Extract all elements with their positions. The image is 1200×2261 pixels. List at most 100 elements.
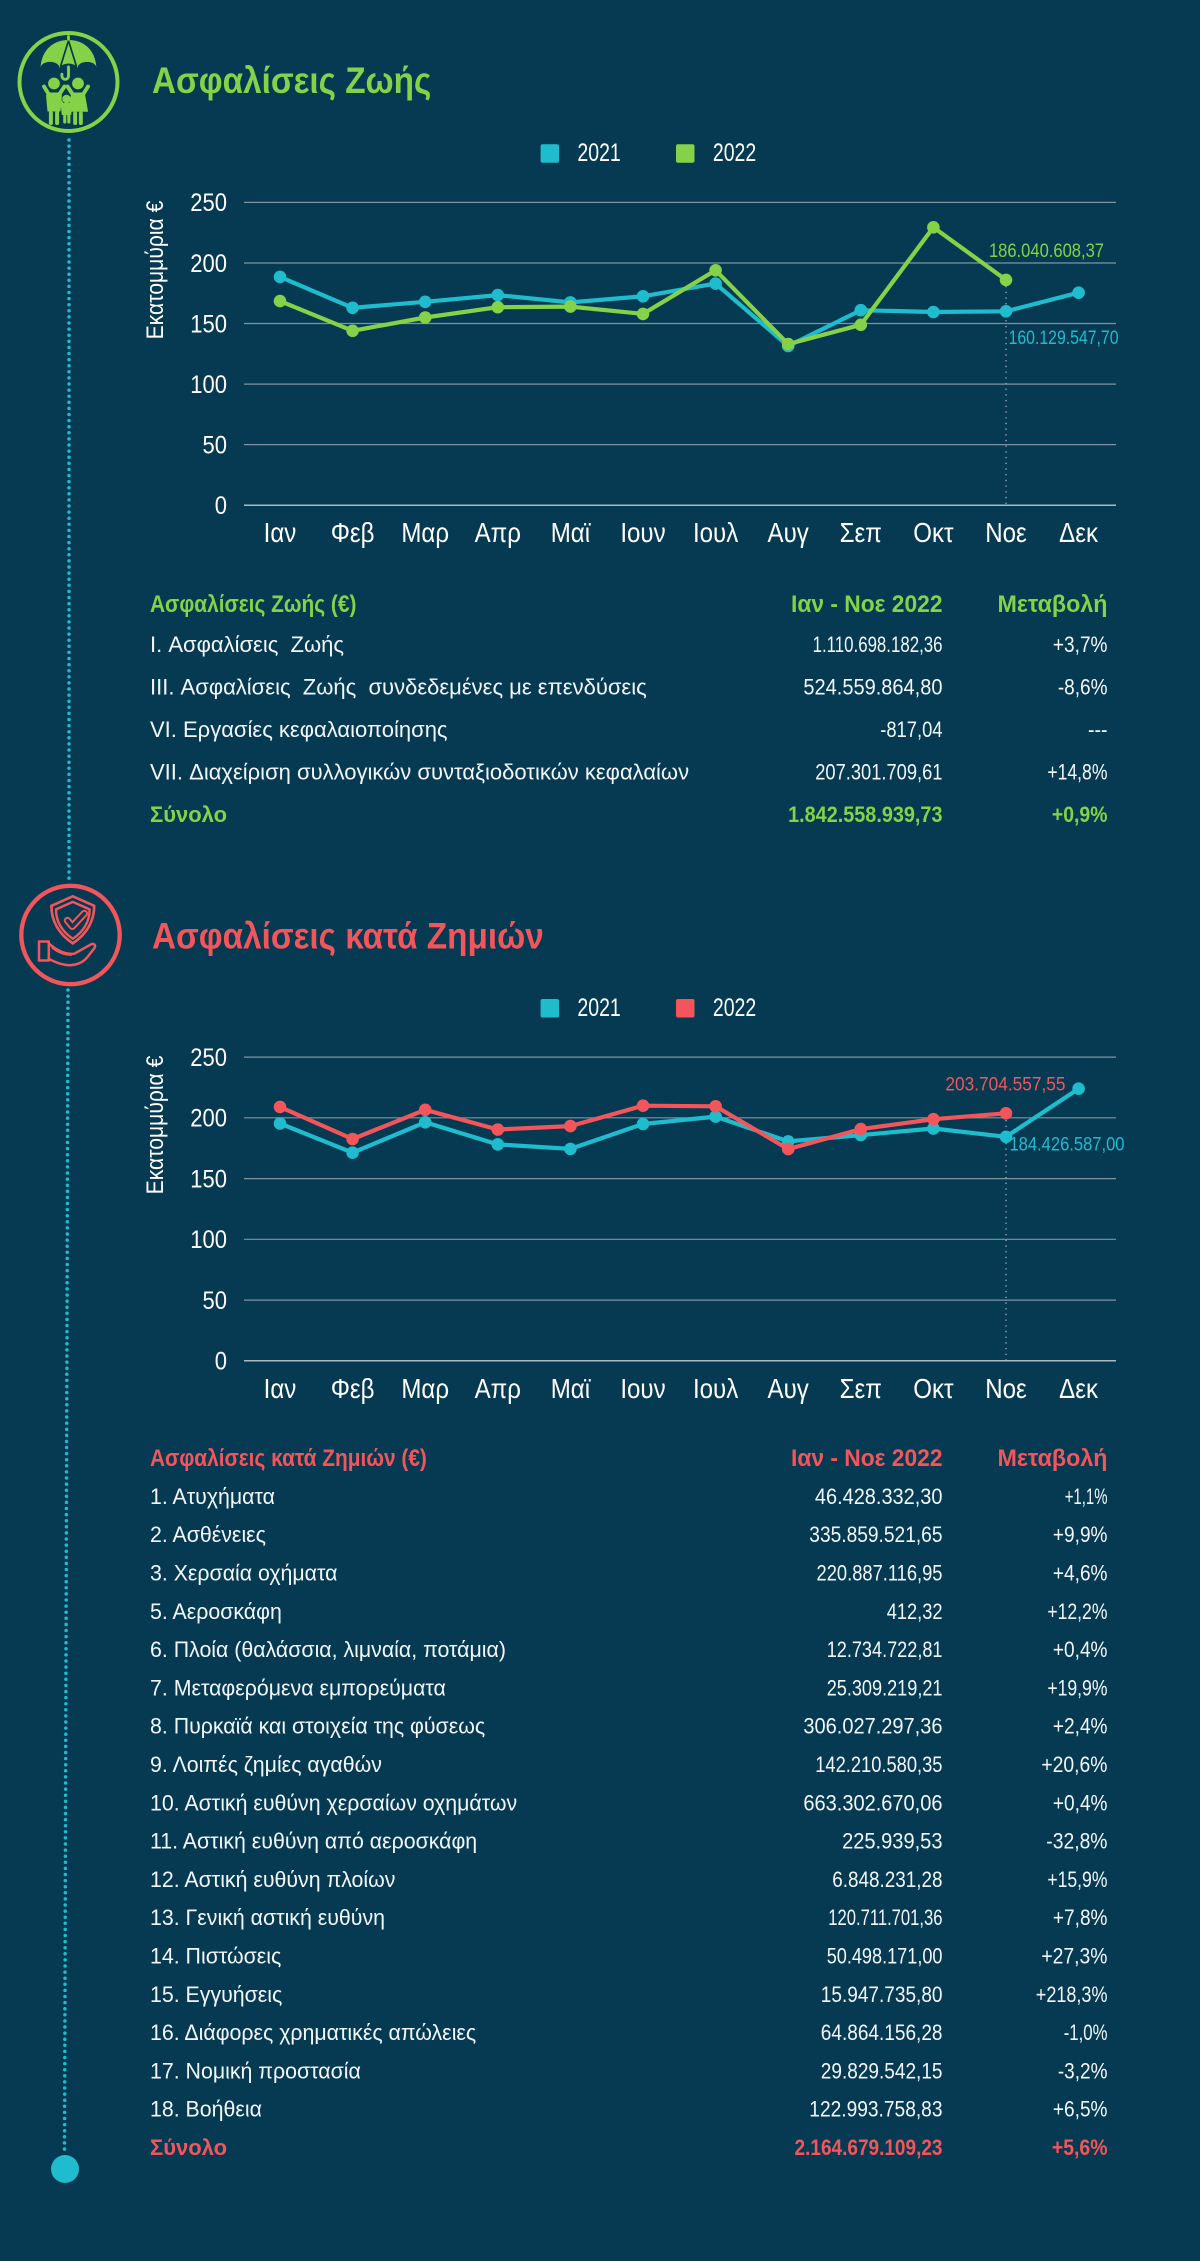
svg-text:6.848.231,28: 6.848.231,28 [832,1868,942,1893]
svg-text:2.164.679.109,23: 2.164.679.109,23 [795,2136,943,2161]
svg-text:Ασφαλίσεις Ζωής (€): Ασφαλίσεις Ζωής (€) [150,591,356,618]
svg-text:Ασφαλίσεις κατά Ζημιών: Ασφαλίσεις κατά Ζημιών [152,916,544,957]
svg-text:Φεβ: Φεβ [331,516,375,548]
svg-text:+14,8%: +14,8% [1047,761,1107,785]
svg-text:+1,1%: +1,1% [1065,1484,1108,1509]
svg-text:+12,2%: +12,2% [1047,1600,1107,1624]
svg-text:0: 0 [215,492,227,520]
svg-text:VI. Εργασίες κεφαλαιοποίησης: VI. Εργασίες κεφαλαιοποίησης [150,717,448,742]
svg-text:14. Πιστώσεις: 14. Πιστώσεις [150,1943,281,1968]
svg-text:Εκατομμύρια €: Εκατομμύρια € [142,200,169,339]
svg-text:186.040.608,37: 186.040.608,37 [989,240,1104,261]
svg-text:207.301.709,61: 207.301.709,61 [815,761,942,785]
svg-text:Ιαν: Ιαν [264,516,297,548]
svg-text:Σύνολο: Σύνολο [150,2135,227,2160]
svg-text:Ιουλ: Ιουλ [693,1372,738,1404]
svg-text:11. Αστική ευθύνη από αεροσκάφ: 11. Αστική ευθύνη από αεροσκάφη [150,1828,477,1853]
svg-text:29.829.542,15: 29.829.542,15 [821,2059,943,2084]
svg-text:150: 150 [190,310,227,338]
svg-text:160.129.547,70: 160.129.547,70 [1009,327,1119,349]
svg-text:1.842.558.939,73: 1.842.558.939,73 [788,803,942,827]
svg-text:+2,4%: +2,4% [1053,1714,1108,1739]
svg-text:Μεταβολή: Μεταβολή [997,1445,1107,1471]
svg-text:6. Πλοία (θαλάσσια, λιμναία, π: 6. Πλοία (θαλάσσια, λιμναία, ποτάμια) [150,1637,506,1662]
svg-text:+3,7%: +3,7% [1053,633,1108,658]
svg-text:122.993.758,83: 122.993.758,83 [809,2098,942,2123]
svg-text:-817,04: -817,04 [880,719,942,743]
svg-text:+0,4%: +0,4% [1053,1791,1108,1816]
svg-text:+27,3%: +27,3% [1041,1944,1107,1968]
svg-text:Εκατομμύρια €: Εκατομμύρια € [142,1055,169,1194]
svg-text:Μεταβολή: Μεταβολή [997,592,1107,618]
svg-text:Οκτ: Οκτ [913,1372,954,1404]
svg-text:Δεκ: Δεκ [1059,1372,1099,1404]
svg-text:412,32: 412,32 [887,1600,943,1624]
svg-text:Μαϊ: Μαϊ [551,1372,591,1404]
svg-text:Νοε: Νοε [985,516,1027,548]
svg-text:2022: 2022 [713,994,756,1022]
svg-text:64.864.156,28: 64.864.156,28 [821,2021,943,2046]
svg-text:0: 0 [215,1347,227,1375]
svg-text:Φεβ: Φεβ [331,1372,375,1404]
svg-text:200: 200 [190,1104,227,1132]
svg-text:I. Ασφαλίσεις Ζωής: I. Ασφαλίσεις Ζωής [150,632,344,657]
svg-text:-1,0%: -1,0% [1064,2021,1108,2046]
svg-text:2022: 2022 [713,139,756,167]
svg-text:Ιουν: Ιουν [620,516,665,548]
svg-text:Οκτ: Οκτ [913,516,954,548]
svg-text:524.559.864,80: 524.559.864,80 [803,676,942,700]
svg-text:Ιουν: Ιουν [620,1372,665,1404]
svg-text:Σύνολο: Σύνολο [150,802,227,827]
svg-text:100: 100 [190,1226,227,1254]
svg-text:Δεκ: Δεκ [1059,516,1099,548]
svg-text:Ιουλ: Ιουλ [693,516,738,548]
svg-text:Αυγ: Αυγ [768,1372,809,1404]
svg-text:50: 50 [203,431,227,459]
svg-text:+20,6%: +20,6% [1041,1753,1107,1777]
svg-text:Απρ: Απρ [475,516,521,548]
svg-text:17. Νομική προστασία: 17. Νομική προστασία [150,2058,361,2083]
svg-text:12. Αστική ευθύνη πλοίων: 12. Αστική ευθύνη πλοίων [150,1867,395,1892]
svg-text:3. Χερσαία οχήματα: 3. Χερσαία οχήματα [150,1560,337,1585]
svg-text:Ιαν - Νοε 2022: Ιαν - Νοε 2022 [791,1444,942,1471]
svg-text:100: 100 [190,371,227,399]
svg-text:46.428.332,30: 46.428.332,30 [815,1485,943,1509]
svg-text:13. Γενική αστική ευθύνη: 13. Γενική αστική ευθύνη [150,1905,385,1930]
svg-text:Ιαν - Νοε 2022: Ιαν - Νοε 2022 [791,591,942,618]
svg-text:16. Διάφορες χρηματικές απώλει: 16. Διάφορες χρηματικές απώλειες [150,2020,476,2045]
svg-text:25.309.219,21: 25.309.219,21 [827,1677,943,1701]
svg-text:Αυγ: Αυγ [768,516,809,548]
svg-text:Μαρ: Μαρ [401,516,449,548]
svg-text:306.027.297,36: 306.027.297,36 [803,1715,942,1739]
svg-text:Ασφαλίσεις κατά Ζημιών (€): Ασφαλίσεις κατά Ζημιών (€) [150,1444,427,1471]
svg-text:5. Αεροσκάφη: 5. Αεροσκάφη [150,1598,282,1623]
svg-text:+0,4%: +0,4% [1053,1638,1108,1663]
svg-text:-8,6%: -8,6% [1058,675,1108,700]
svg-text:VII. Διαχείριση συλλογικών συν: VII. Διαχείριση συλλογικών συνταξιοδοτικ… [150,760,689,785]
svg-text:Μαρ: Μαρ [401,1372,449,1404]
svg-text:1.110.698.182,36: 1.110.698.182,36 [813,633,943,658]
svg-text:663.302.670,06: 663.302.670,06 [803,1791,942,1815]
svg-text:Απρ: Απρ [475,1372,521,1404]
svg-text:15.947.735,80: 15.947.735,80 [821,1983,943,2008]
svg-text:50.498.171,00: 50.498.171,00 [827,1945,943,1969]
svg-text:250: 250 [190,1044,227,1072]
svg-text:15. Εγγυήσεις: 15. Εγγυήσεις [150,1981,282,2006]
svg-text:2. Ασθένειες: 2. Ασθένειες [150,1522,266,1547]
svg-text:III. Ασφαλίσεις Ζωής συνδεδε: III. Ασφαλίσεις Ζωής συνδεδεμένες με επε… [150,675,647,700]
svg-text:7. Μεταφερόμενα εμπορεύματα: 7. Μεταφερόμενα εμπορεύματα [150,1675,446,1700]
svg-text:+218,3%: +218,3% [1036,1983,1108,2007]
svg-text:200: 200 [190,250,227,278]
svg-text:+5,6%: +5,6% [1052,2136,1108,2160]
svg-text:1. Ατυχήματα: 1. Ατυχήματα [150,1484,275,1509]
svg-text:+4,6%: +4,6% [1053,1561,1108,1586]
svg-text:250: 250 [190,189,227,217]
svg-text:+9,9%: +9,9% [1053,1523,1108,1548]
svg-text:Μαϊ: Μαϊ [551,516,591,548]
svg-text:Σεπ: Σεπ [840,1372,882,1404]
svg-text:Ασφαλίσεις Ζωής: Ασφαλίσεις Ζωής [152,60,431,101]
svg-text:335.859.521,65: 335.859.521,65 [809,1523,942,1548]
svg-text:12.734.722,81: 12.734.722,81 [827,1639,943,1663]
svg-text:203.704.557,55: 203.704.557,55 [945,1074,1065,1095]
svg-text:18. Βοήθεια: 18. Βοήθεια [150,2096,262,2121]
